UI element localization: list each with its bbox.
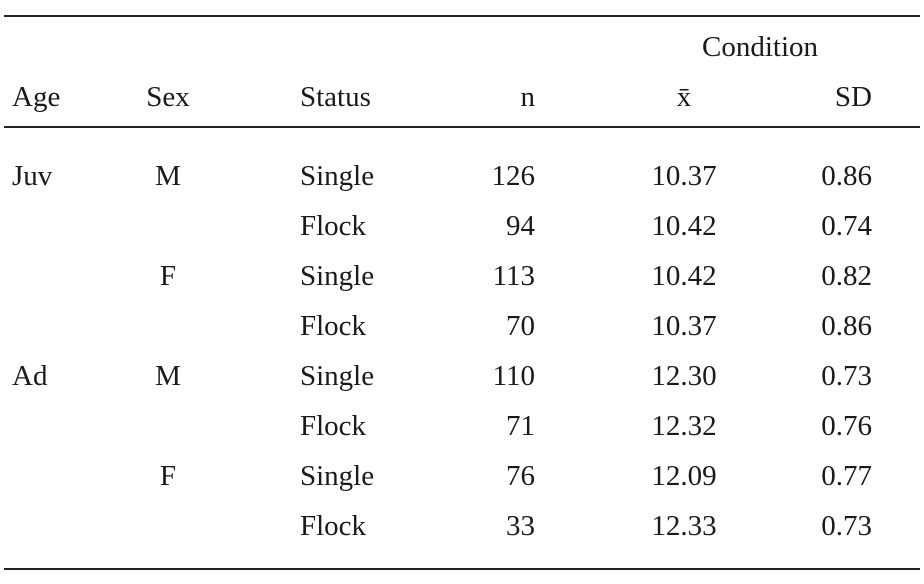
cell-age: Ad bbox=[12, 360, 48, 392]
cell-status: Flock bbox=[300, 510, 367, 542]
column-header: Sex bbox=[146, 81, 190, 113]
column-header: SD bbox=[834, 81, 872, 113]
cell-mean: 10.42 bbox=[651, 260, 717, 292]
cell-mean: 10.42 bbox=[651, 210, 717, 242]
cell-sex: M bbox=[155, 160, 181, 192]
cell-mean: 12.30 bbox=[651, 360, 717, 392]
cell-n: 33 bbox=[506, 510, 535, 542]
cell-sd: 0.73 bbox=[821, 360, 872, 392]
cell-mean: 12.33 bbox=[651, 510, 717, 542]
cell-mean: 12.32 bbox=[651, 410, 717, 442]
cell-status: Single bbox=[300, 160, 375, 192]
cell-sex: M bbox=[155, 360, 181, 392]
cell-n: 126 bbox=[491, 160, 536, 192]
cell-status: Flock bbox=[300, 410, 367, 442]
cell-mean: 12.09 bbox=[651, 460, 717, 492]
column-header: x̄ bbox=[676, 81, 692, 113]
cell-mean: 10.37 bbox=[651, 310, 717, 342]
cell-sd: 0.86 bbox=[821, 310, 872, 342]
cell-sex: F bbox=[159, 260, 177, 292]
cell-sex: F bbox=[159, 460, 177, 492]
cell-n: 70 bbox=[506, 310, 535, 342]
column-header: n bbox=[520, 81, 536, 113]
cell-mean: 10.37 bbox=[651, 160, 717, 192]
column-header: Age bbox=[12, 81, 61, 113]
top-rule bbox=[4, 15, 920, 17]
bottom-rule bbox=[4, 568, 920, 570]
cell-status: Flock bbox=[300, 310, 367, 342]
cell-sd: 0.76 bbox=[821, 410, 872, 442]
header-rule bbox=[4, 126, 920, 128]
cell-sd: 0.74 bbox=[821, 210, 872, 242]
cell-n: 94 bbox=[506, 210, 535, 242]
cell-sd: 0.77 bbox=[821, 460, 872, 492]
cell-n: 71 bbox=[506, 410, 535, 442]
cell-n: 76 bbox=[506, 460, 535, 492]
column-header: Status bbox=[300, 81, 371, 113]
cell-sd: 0.73 bbox=[821, 510, 872, 542]
cell-n: 113 bbox=[492, 260, 535, 292]
cell-age: Juv bbox=[12, 160, 53, 192]
cell-status: Single bbox=[300, 260, 375, 292]
cell-n: 110 bbox=[492, 360, 535, 392]
cell-status: Single bbox=[300, 460, 375, 492]
cell-sd: 0.82 bbox=[821, 260, 872, 292]
group-header: Condition bbox=[701, 31, 818, 63]
cell-status: Single bbox=[300, 360, 375, 392]
cell-status: Flock bbox=[300, 210, 367, 242]
cell-sd: 0.86 bbox=[821, 160, 872, 192]
